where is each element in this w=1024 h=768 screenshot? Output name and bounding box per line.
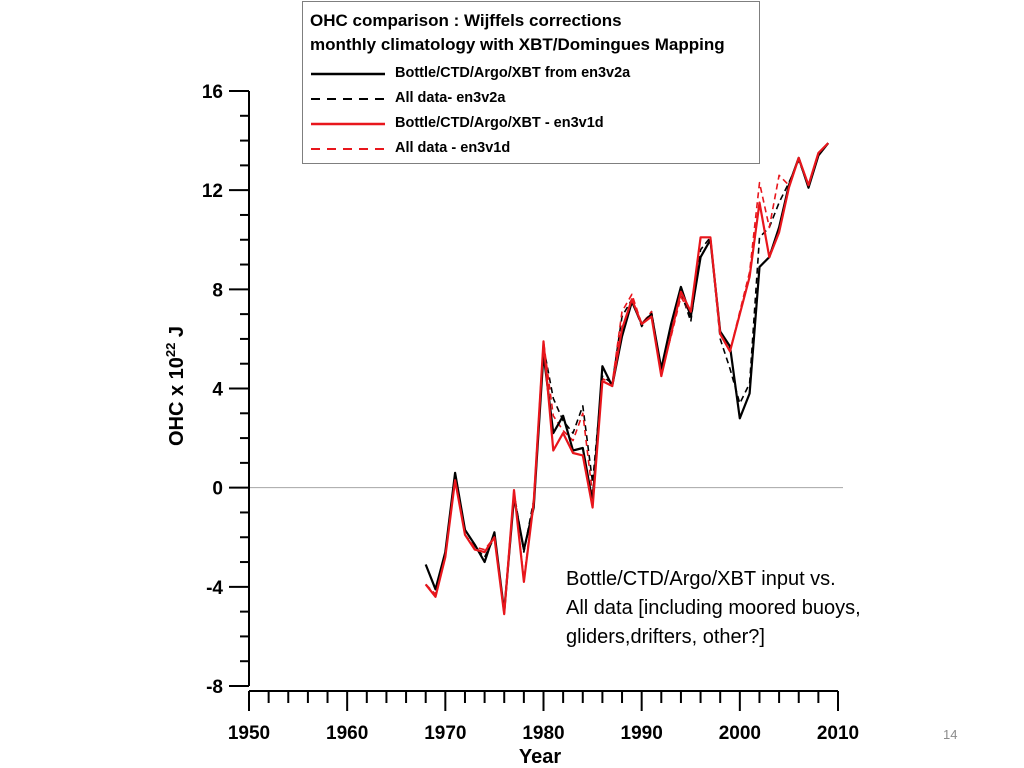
y-tick-label: 8 <box>212 280 223 301</box>
x-tick-label: 1970 <box>424 723 466 744</box>
y-tick-label: -4 <box>206 578 223 599</box>
x-ticks: 1950 1960 1970 1980 1990 2000 2010 <box>228 691 859 744</box>
x-tick-label: 2000 <box>719 723 761 744</box>
y-tick-label: 12 <box>202 181 223 202</box>
y-tick-label: 4 <box>212 380 223 401</box>
x-tick-label: 1950 <box>228 723 270 744</box>
legend-title-line-1: OHC comparison : Wijffels corrections <box>310 11 622 30</box>
legend-swatch-black-solid <box>311 72 385 76</box>
legend-entry-red-dashed: All data - en3v1d <box>309 139 749 159</box>
legend-swatch-black-dashed <box>311 98 385 100</box>
legend-label-black-solid: Bottle/CTD/Argo/XBT from en3v2a <box>395 65 631 81</box>
legend-label-black-dashed: All data- en3v2a <box>395 90 506 106</box>
plot-area <box>249 142 843 616</box>
legend-entry-black-solid: Bottle/CTD/Argo/XBT from en3v2a <box>309 64 749 84</box>
legend-entry-red-solid: Bottle/CTD/Argo/XBT - en3v1d <box>309 114 749 134</box>
series-layer <box>424 142 830 616</box>
page-number: 14 <box>943 727 958 742</box>
legend-label-red-dashed: All data - en3v1d <box>395 140 511 156</box>
series-line-2 <box>424 142 829 616</box>
y-axis: 16 12 8 4 0 -4 -8 OHC x 1022 J <box>163 82 250 698</box>
x-tick-label: 1960 <box>326 723 368 744</box>
y-tick-label: -8 <box>206 677 223 698</box>
y-axis-title: OHC x 1022 J <box>163 326 188 446</box>
annotation-line-3: gliders,drifters, other?] <box>566 626 765 648</box>
legend-label-red-solid: Bottle/CTD/Argo/XBT - en3v1d <box>395 115 604 131</box>
x-tick-label: 1980 <box>522 723 564 744</box>
annotation-line-2: All data [including moored buoys, <box>566 597 861 619</box>
series-line-3 <box>425 142 829 613</box>
y-axis-title-prefix: OHC x 10 <box>166 357 188 446</box>
y-axis-title-exponent: 22 <box>163 343 178 357</box>
legend-title-line-2: monthly climatology with XBT/Domingues M… <box>310 35 725 54</box>
y-tick-label: 0 <box>212 479 223 500</box>
legend-swatch-red-dashed <box>311 148 385 150</box>
y-tick-label: 16 <box>202 82 223 103</box>
y-axis-title-suffix: J <box>166 326 188 343</box>
x-tick-label: 2010 <box>817 723 859 744</box>
legend: OHC comparison : Wijffels corrections mo… <box>302 1 760 164</box>
y-ticks: 16 12 8 4 0 -4 -8 <box>202 82 249 698</box>
x-axis-title: Year <box>519 746 561 768</box>
legend-swatch-red-solid <box>311 122 385 126</box>
annotation-text: Bottle/CTD/Argo/XBT input vs. All data [… <box>566 565 861 652</box>
series-line-1 <box>425 142 829 615</box>
legend-entry-black-dashed: All data- en3v2a <box>309 89 749 109</box>
x-axis: 1950 1960 1970 1980 1990 2000 2010 Year <box>228 690 859 768</box>
annotation-line-1: Bottle/CTD/Argo/XBT input vs. <box>566 568 836 590</box>
series-line-0 <box>424 142 830 613</box>
x-tick-label: 1990 <box>621 723 663 744</box>
